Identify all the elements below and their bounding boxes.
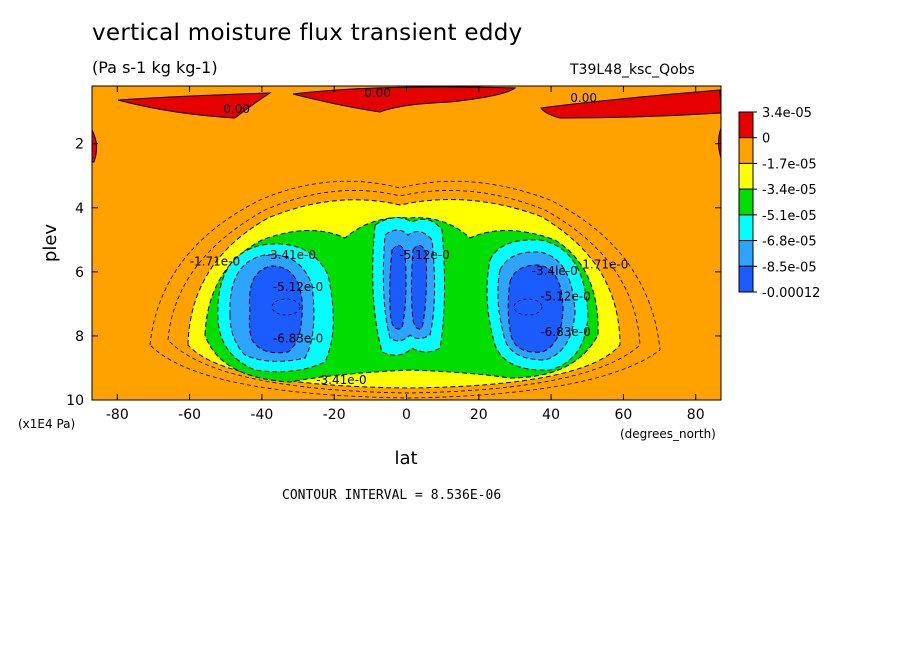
contour-label: -5.12e-0 — [399, 248, 449, 262]
contour-label: -3.41e-0 — [266, 248, 316, 262]
x-axis-unit-label: (degrees_north) — [620, 427, 716, 441]
contour-label: 0.00 — [364, 86, 391, 100]
x-tick-label: -60 — [178, 407, 201, 423]
contour-label: 1.71e-0 — [582, 258, 628, 272]
colorbar-swatch — [738, 214, 754, 242]
colorbar-label: -1.7e-05 — [762, 157, 817, 172]
contour-fill-layer — [92, 86, 721, 400]
colorbar-legend: 3.4e-05 0 -1.7e-05 -3.4e-05 -5.1e-05 -6.8e-05… — [738, 106, 820, 301]
x-axis: -80 -60 -40 -20 0 20 40 60 80 — [106, 86, 705, 423]
deepblue-region-center-right — [411, 245, 427, 330]
colorbar-swatch — [738, 111, 754, 139]
run-id-label: T39L48_ksc_Qobs — [570, 62, 695, 78]
red-region-top-center — [292, 86, 517, 113]
colorbar-swatch — [738, 162, 754, 190]
contour-label: 0.00 — [570, 91, 597, 105]
colorbar-swatch — [738, 188, 754, 216]
x-tick-label: 40 — [542, 407, 560, 423]
y-axis-unit-label: (x1E4 Pa) — [18, 417, 75, 431]
colorbar-label: -3.4e-05 — [762, 183, 817, 198]
contour-outer-2 — [167, 190, 641, 394]
core-contour-right — [513, 298, 543, 316]
y-tick-label: 6 — [75, 265, 84, 281]
contour-label: -6.83e-0 — [540, 325, 590, 339]
red-region-left-edge — [92, 129, 98, 163]
contour-label: -1.71e-0 — [190, 254, 240, 268]
y-axis-label: plev — [40, 224, 61, 263]
contour-outer-1 — [149, 180, 661, 399]
contour-label: -5.12e-0 — [540, 290, 590, 304]
red-region-top-right — [540, 89, 721, 119]
contour-interval-note: CONTOUR INTERVAL = 8.536E-06 — [282, 488, 502, 503]
contour-label: -3.41e-0 — [316, 373, 366, 387]
contour-label: 0.00 — [223, 102, 250, 116]
x-tick-label: -20 — [323, 407, 346, 423]
x-tick-label: 0 — [402, 407, 411, 423]
plot-units-subtitle: (Pa s-1 kg kg-1) — [92, 58, 218, 77]
x-tick-label: -40 — [250, 407, 273, 423]
colorbar-swatch — [738, 137, 754, 164]
colorbar-label: -6.8e-05 — [762, 235, 817, 250]
contour-label: -3.4le-0 — [532, 264, 578, 278]
x-axis-label: lat — [394, 448, 417, 469]
x-tick-label: 80 — [687, 407, 705, 423]
colorbar-swatch — [738, 240, 754, 267]
contour-label: -5.12e-0 — [273, 280, 323, 294]
x-tick-label: -80 — [106, 407, 129, 423]
colorbar-label: -8.5e-05 — [762, 260, 817, 275]
colorbar-label: 0 — [762, 132, 770, 147]
plot-title: vertical moisture flux transient eddy — [92, 20, 523, 46]
contour-labels-layer: 0.00 0.00 0.00 -1.71e-0 1.71e-0 -3.41e-0 -3.41… — [190, 86, 629, 387]
y-tick-label: 8 — [75, 329, 84, 345]
y-axis: 2 4 6 8 10 — [66, 137, 721, 409]
core-contour-left — [271, 298, 301, 316]
colorbar-swatch — [738, 265, 754, 293]
deepblue-region-left — [248, 265, 303, 354]
y-tick-label: 2 — [75, 137, 84, 153]
deepblue-region-right — [507, 264, 564, 353]
deepblue-region-center-left — [389, 245, 407, 330]
colorbar-label: -0.00012 — [762, 286, 820, 301]
colorbar-label: -5.1e-05 — [762, 209, 817, 224]
colorbar-label: 3.4e-05 — [762, 106, 812, 121]
red-region-top-left — [117, 92, 272, 119]
y-tick-label: 4 — [75, 201, 84, 217]
x-tick-label: 20 — [470, 407, 488, 423]
contour-label: -6.83e-0 — [273, 331, 323, 345]
y-tick-label: 10 — [66, 393, 84, 409]
x-tick-label: 60 — [614, 407, 632, 423]
